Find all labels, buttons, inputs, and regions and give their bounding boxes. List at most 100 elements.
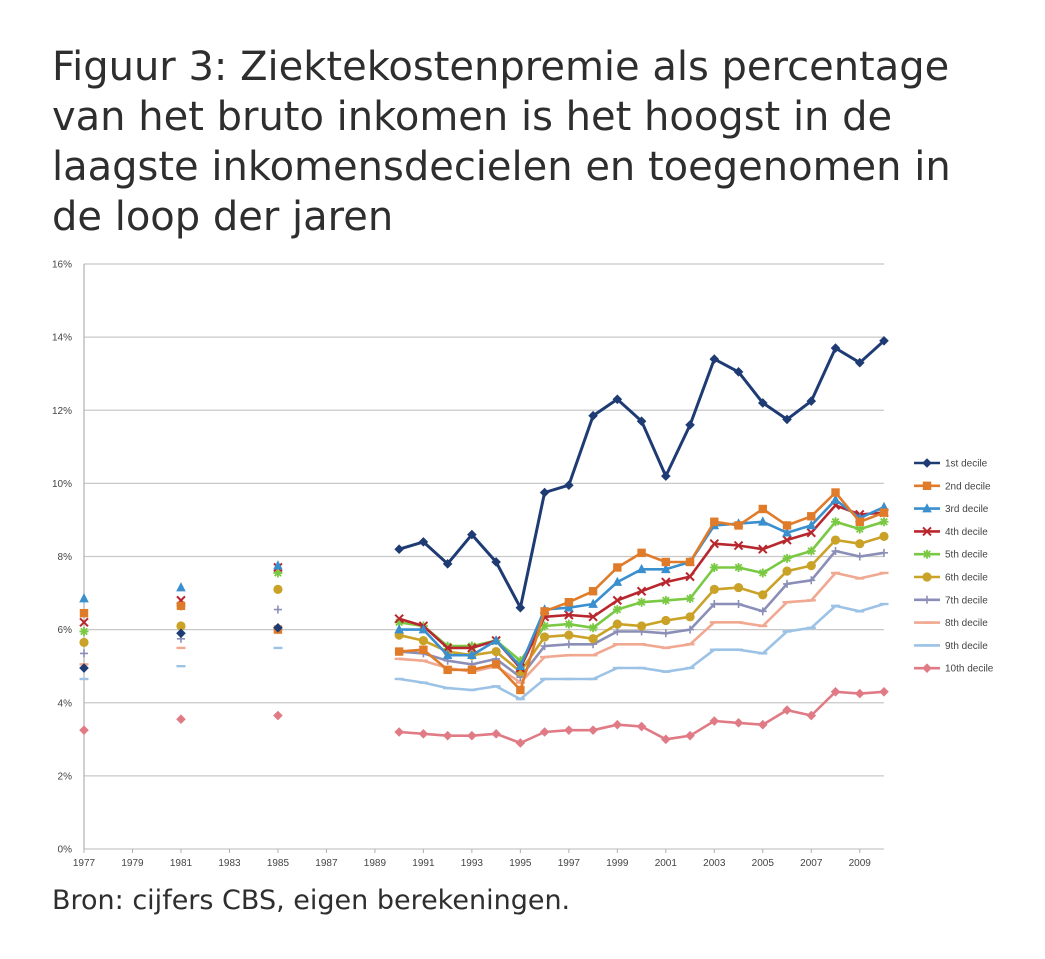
legend-label: 3rd decile: [945, 504, 989, 515]
data-point-10th-decile: [636, 721, 647, 732]
series-7th-decile: [80, 547, 888, 682]
x-tick-label: 1991: [412, 858, 435, 869]
data-point-10th-decile: [661, 734, 671, 745]
data-point-1st-decile: [612, 394, 623, 405]
data-point-10th-decile: [394, 727, 404, 737]
data-point-1st-decile: [757, 398, 768, 408]
x-tick-label: 2003: [703, 858, 726, 869]
data-point-10th-decile: [709, 716, 720, 726]
data-point-6th-decile: [709, 584, 719, 595]
data-point-2nd-decile: [443, 665, 452, 675]
series-4th-decile: [79, 500, 889, 673]
data-point-7th-decile: [807, 576, 816, 585]
data-point-6th-decile: [79, 637, 89, 648]
legend-item-8th-decile: 8th decile: [914, 618, 988, 629]
legend-marker: [922, 663, 932, 673]
data-point-5th-decile: [564, 619, 574, 629]
data-point-7th-decile: [710, 600, 719, 609]
data-point-5th-decile: [782, 553, 792, 563]
x-tick-label: 2009: [849, 858, 872, 869]
y-tick-label: 10%: [52, 479, 72, 490]
x-tick-label: 1977: [73, 858, 96, 869]
data-point-5th-decile: [79, 626, 89, 636]
data-point-7th-decile: [831, 547, 840, 556]
data-point-2nd-decile: [79, 608, 89, 618]
data-point-5th-decile: [443, 641, 453, 651]
data-point-2nd-decile: [467, 665, 477, 675]
data-point-3rd-decile: [636, 563, 647, 574]
data-point-10th-decile: [879, 686, 889, 697]
data-point-10th-decile: [515, 738, 526, 748]
data-point-5th-decile: [758, 568, 768, 578]
data-point-2nd-decile: [540, 607, 549, 616]
data-point-6th-decile: [636, 621, 647, 631]
legend-marker: [923, 595, 931, 604]
data-point-6th-decile: [685, 612, 695, 622]
legend-item-1st-decile: 1st decile: [914, 458, 988, 470]
data-point-6th-decile: [491, 646, 501, 657]
data-point-4th-decile: [709, 538, 720, 549]
data-point-4th-decile: [467, 643, 477, 653]
data-point-5th-decile: [855, 524, 865, 534]
data-point-2nd-decile: [782, 521, 792, 530]
data-point-2nd-decile: [637, 548, 646, 558]
x-tick-label: 1989: [364, 858, 387, 869]
data-point-2nd-decile: [831, 488, 840, 497]
data-point-6th-decile: [273, 584, 283, 595]
legend-label: 7th decile: [945, 595, 988, 606]
data-point-5th-decile: [540, 621, 550, 631]
data-point-1st-decile: [733, 367, 744, 377]
x-tick-label: 2005: [752, 858, 775, 869]
data-point-4th-decile: [394, 613, 404, 624]
data-point-4th-decile: [758, 544, 768, 554]
data-point-7th-decile: [880, 548, 888, 557]
line-chart: 0% 2% 4% 6% 8% 10% 12% 14% 16% 1977 1979 1981 1983 19…: [52, 260, 994, 870]
data-point-2nd-decile: [807, 512, 816, 521]
x-tick-label: 1983: [218, 858, 241, 869]
data-point-2nd-decile: [516, 685, 525, 695]
y-tick-label: 4%: [58, 698, 73, 709]
x-tick-label: 1997: [558, 858, 581, 869]
legend-label: 9th decile: [945, 641, 988, 652]
data-point-6th-decile: [564, 630, 574, 640]
data-point-4th-decile: [806, 528, 816, 538]
data-point-2nd-decile: [879, 508, 889, 517]
data-point-1st-decile: [636, 416, 647, 427]
data-point-2nd-decile: [394, 647, 404, 656]
data-point-7th-decile: [783, 579, 792, 588]
series-6th-decile: [79, 531, 889, 677]
data-point-2nd-decile: [491, 660, 501, 669]
data-point-7th-decile: [758, 607, 767, 616]
data-point-2nd-decile: [710, 517, 719, 526]
legend-marker: [922, 481, 932, 490]
data-point-6th-decile: [661, 615, 671, 626]
series-3rd-decile: [79, 494, 889, 670]
y-tick-label: 16%: [52, 260, 72, 271]
data-point-5th-decile: [637, 597, 647, 607]
data-point-4th-decile: [564, 610, 574, 620]
x-tick-label: 1979: [121, 858, 144, 869]
data-point-2nd-decile: [855, 517, 864, 526]
legend-label: 2nd decile: [945, 481, 991, 492]
data-point-10th-decile: [612, 719, 623, 730]
data-point-3rd-decile: [467, 649, 477, 660]
data-point-10th-decile: [539, 727, 550, 737]
series-10th-decile: [79, 686, 889, 748]
data-point-3rd-decile: [661, 563, 671, 574]
data-point-6th-decile: [612, 619, 622, 629]
legend-label: 6th decile: [945, 573, 988, 584]
x-tick-label: 1995: [509, 858, 532, 869]
data-point-7th-decile: [613, 627, 622, 636]
data-point-3rd-decile: [830, 494, 841, 504]
legend-marker: [922, 458, 932, 468]
data-point-10th-decile: [854, 688, 865, 699]
data-point-4th-decile: [685, 571, 695, 582]
figure-source-note: Bron: cijfers CBS, eigen berekeningen.: [52, 885, 571, 916]
data-point-2nd-decile: [564, 598, 574, 607]
data-point-7th-decile: [273, 605, 282, 614]
data-point-10th-decile: [491, 729, 501, 739]
legend-item-5th-decile: 5th decile: [914, 549, 988, 561]
x-tick-label: 1981: [170, 858, 193, 869]
data-point-4th-decile: [588, 612, 598, 622]
data-point-3rd-decile: [442, 649, 453, 660]
